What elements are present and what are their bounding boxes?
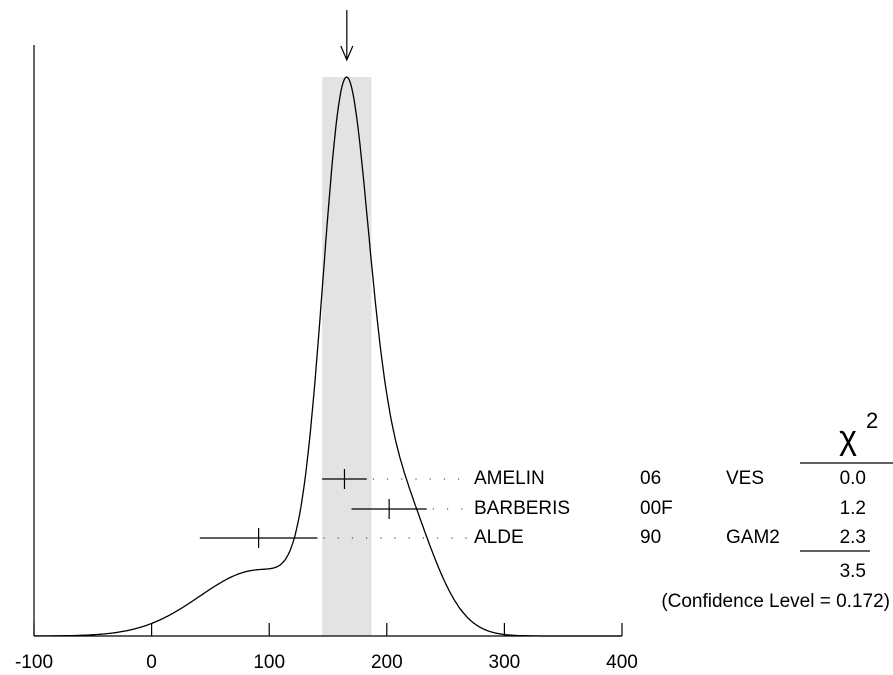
x-tick-label: -100 (15, 652, 53, 673)
measurement-technique: VES (726, 468, 764, 489)
x-tick-label: 0 (146, 652, 157, 673)
x-tick-label: 300 (489, 652, 521, 673)
x-tick-label: 400 (606, 652, 638, 673)
measurement-name: ALDE (474, 527, 524, 548)
measurement-year: 00F (640, 498, 673, 519)
measurement-name: AMELIN (474, 468, 545, 489)
x-tick-label: 200 (371, 652, 403, 673)
measurement-name: BARBERIS (474, 498, 570, 519)
measurement-technique: GAM2 (726, 527, 780, 548)
chi2-exponent: 2 (866, 408, 878, 433)
average-arrow (340, 10, 354, 62)
chi2-total: 3.5 (840, 561, 866, 582)
chi2-value: 1.2 (840, 498, 866, 519)
average-band (322, 77, 372, 636)
confidence-level: (Confidence Level = 0.172) (661, 591, 890, 612)
x-tick-label: 100 (253, 652, 285, 673)
chi2-value: 0.0 (840, 468, 866, 489)
measurement-year: 90 (640, 527, 661, 548)
ideogram-curve (34, 76, 622, 637)
chi2-symbol: χ (839, 419, 857, 457)
measurement-year: 06 (640, 468, 661, 489)
chi2-value: 2.3 (840, 527, 866, 548)
